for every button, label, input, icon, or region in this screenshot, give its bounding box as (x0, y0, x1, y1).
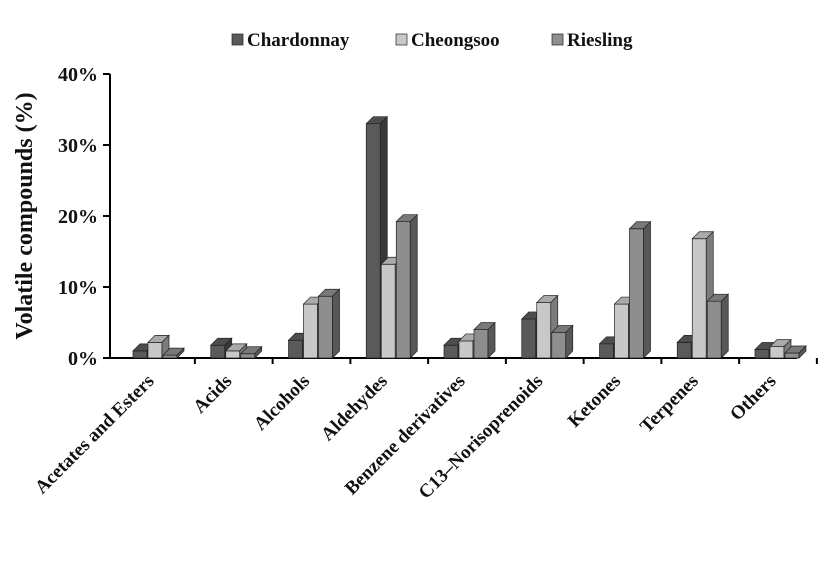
bar-front (303, 303, 318, 359)
bar (473, 321, 496, 359)
bar (706, 293, 730, 359)
bar-front (288, 339, 303, 359)
bar-side (176, 347, 185, 359)
bar-front (365, 123, 381, 359)
bar-side (798, 345, 807, 359)
legend-item: Cheongsoo (395, 30, 500, 51)
bar-front (691, 238, 707, 359)
legend-swatch (231, 33, 244, 46)
bar-front (225, 350, 241, 359)
bar-front (521, 318, 537, 359)
bar (550, 324, 574, 359)
category-label: Aldehydes (317, 371, 392, 446)
bar-front (754, 349, 770, 359)
bar-side (565, 324, 574, 359)
y-tick-label: 30% (58, 135, 98, 157)
bar-front (599, 343, 614, 359)
bar-front (147, 342, 163, 359)
bar-front (132, 350, 148, 359)
bar-side (487, 321, 496, 359)
bars (132, 115, 807, 359)
bar-front (380, 263, 396, 359)
category-label: Ketones (564, 371, 625, 432)
y-tick-label: 10% (58, 277, 98, 299)
bar-front (162, 354, 178, 359)
bar-front (240, 353, 256, 359)
legend-swatch (395, 33, 408, 46)
legend-item: Chardonnay (231, 30, 350, 51)
bar-side (254, 345, 263, 359)
bar-front (395, 221, 411, 359)
bar-front (318, 295, 333, 359)
bar-front (473, 329, 489, 359)
bar-front (769, 346, 785, 359)
bar-front (676, 342, 692, 359)
bar-front (551, 332, 567, 359)
bar (162, 347, 185, 359)
bar-front (629, 228, 644, 359)
bar (317, 288, 341, 359)
legend: Chardonnay Cheongsoo Riesling (231, 30, 633, 51)
legend-label: Cheongsoo (411, 30, 500, 51)
bar-front (614, 303, 629, 359)
category-labels: Acetates and Esters Acids Alcohols Aldehyde… (31, 371, 781, 504)
bar-side (720, 293, 729, 359)
category-label: Acetates and Esters (31, 371, 159, 499)
bar-side (332, 288, 340, 359)
bar (628, 220, 652, 359)
legend-label: Chardonnay (247, 30, 350, 51)
y-tick-label: 20% (58, 206, 98, 228)
bar-front (458, 340, 474, 359)
bar-front (443, 344, 459, 359)
category-label: Terpenes (636, 371, 703, 438)
legend-label: Riesling (567, 30, 633, 51)
bar (239, 345, 263, 359)
bar (395, 213, 419, 359)
bar-side (643, 220, 651, 359)
legend-item: Riesling (551, 30, 633, 51)
y-tick-label: 0% (68, 348, 98, 370)
category-label: Alcohols (250, 371, 314, 435)
y-tick-label: 40% (58, 64, 98, 86)
bar-side (409, 213, 418, 359)
y-axis: 0% 10% 20% 30% 40% (58, 64, 111, 370)
y-axis-label: Volatile compounds (%) (12, 92, 38, 339)
bar (784, 345, 807, 359)
x-axis (110, 357, 818, 364)
category-label: Others (726, 371, 780, 425)
bar-front (210, 344, 226, 359)
bar-front (706, 300, 722, 359)
category-label: Acids (189, 371, 236, 418)
bar-front (784, 352, 800, 359)
bar-front (536, 302, 552, 359)
legend-swatch (551, 33, 564, 46)
